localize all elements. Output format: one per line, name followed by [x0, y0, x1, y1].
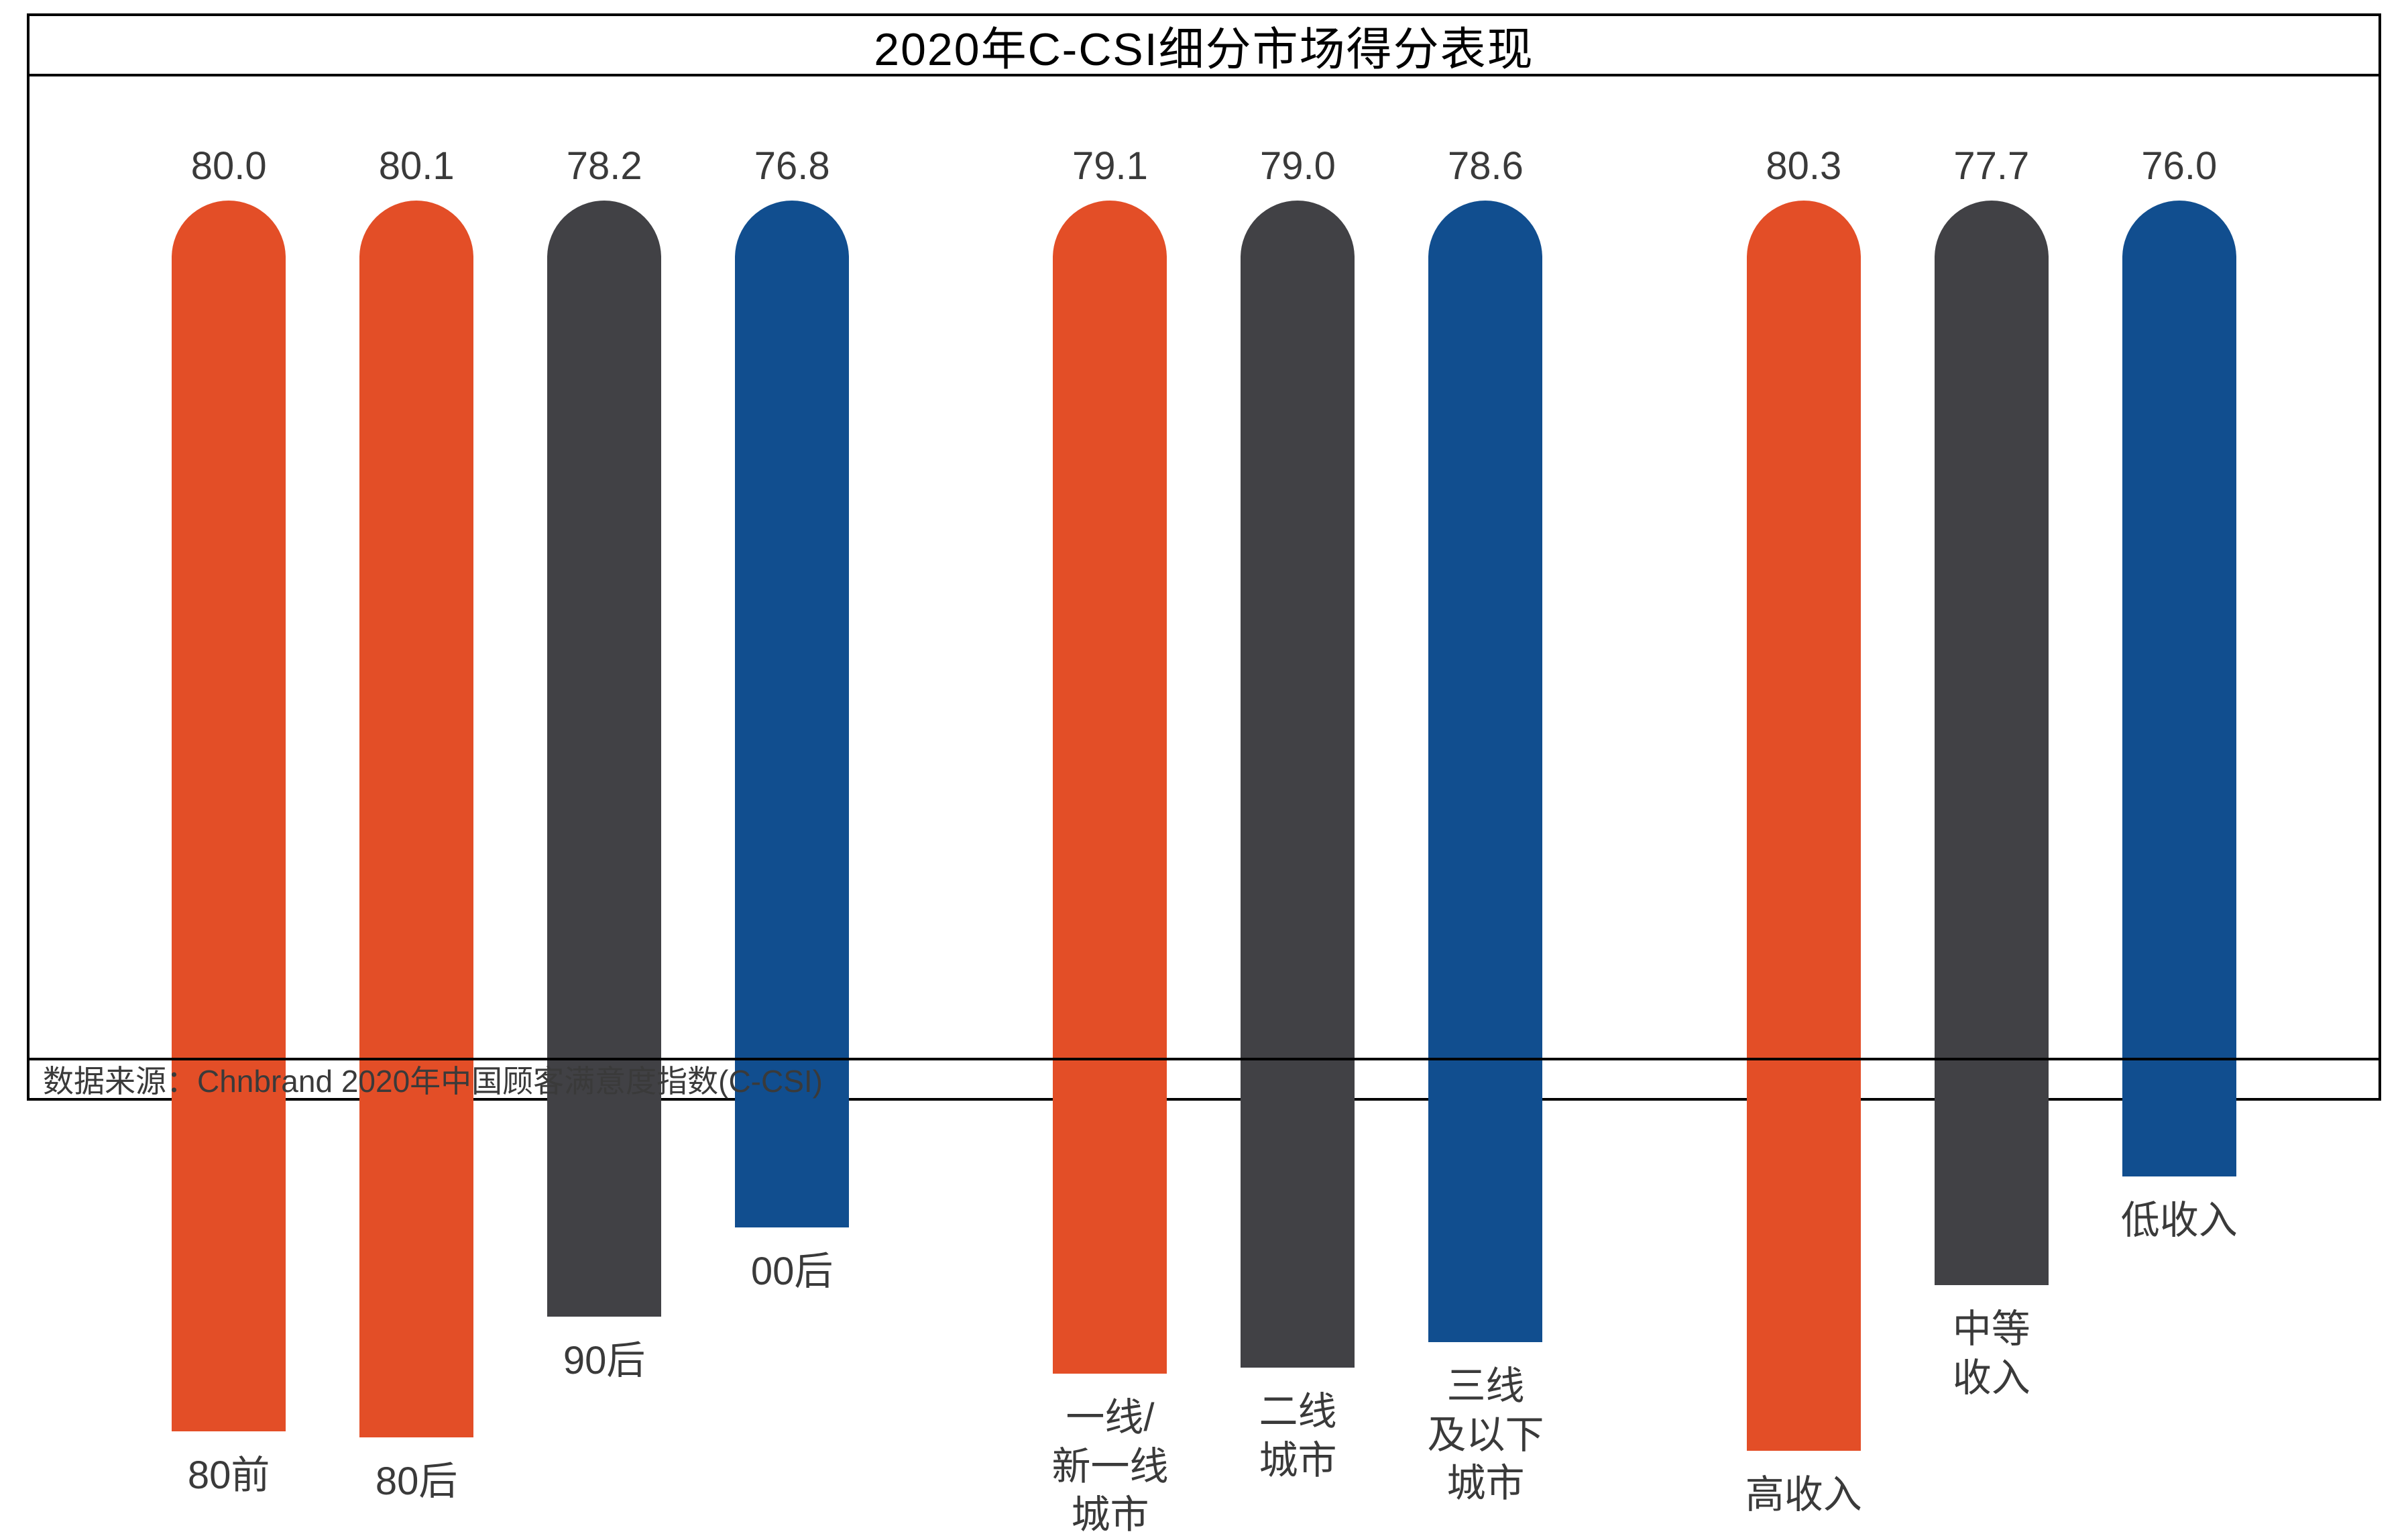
bar-mid-income: 77.7 中等 收入 [1918, 144, 2065, 1402]
bar-tier3: 78.6 三线 及以下 城市 [1412, 144, 1559, 1508]
bar-high-income: 80.3 高收入 [1730, 144, 1878, 1520]
title-bar: 2020年C-CSI细分市场得分表现 [30, 16, 2378, 76]
bar-tier1: 79.1 一线/ 新一线 城市 [1036, 144, 1184, 1540]
group-income: 80.3 高收入 77.7 中等 收入 76.0 低收入 [1730, 76, 2253, 1520]
bar-value: 79.0 [1260, 144, 1336, 188]
bar-column [1053, 201, 1167, 1374]
bar-value: 76.8 [754, 144, 830, 188]
chart-area: 80.0 80前 80.1 80后 78.2 90后 76.8 00后 [30, 76, 2378, 1059]
bar-90post: 78.2 90后 [530, 144, 678, 1386]
bar-00post: 76.8 00后 [718, 144, 866, 1297]
bar-label: 二线 城市 [1259, 1388, 1336, 1485]
bar-80post: 80.1 80后 [343, 144, 490, 1506]
bar-label: 三线 及以下 城市 [1427, 1362, 1544, 1508]
bar-value: 78.6 [1448, 144, 1524, 188]
bar-value: 80.0 [191, 144, 267, 188]
bar-value: 78.2 [567, 144, 642, 188]
bar-column [2122, 201, 2236, 1176]
bar-column [547, 201, 661, 1317]
footer-text: 数据来源：Chnbrand 2020年中国顾客满意度指数(C-CSI) [43, 1057, 823, 1101]
group-city: 79.1 一线/ 新一线 城市 79.0 二线 城市 78.6 三线 及以下 城… [1036, 76, 1559, 1540]
bar-label: 90后 [563, 1337, 646, 1386]
bar-column [1935, 201, 2049, 1285]
bar-label: 80后 [376, 1458, 458, 1506]
bar-value: 80.1 [379, 144, 455, 188]
bar-value: 76.0 [2141, 144, 2217, 188]
bar-value: 79.1 [1072, 144, 1148, 188]
bar-label: 80前 [188, 1451, 270, 1500]
chart-frame: 2020年C-CSI细分市场得分表现 80.0 80前 80.1 80后 78.… [27, 13, 2381, 1101]
bar-tier2: 79.0 二线 城市 [1224, 144, 1371, 1485]
group-age: 80.0 80前 80.1 80后 78.2 90后 76.8 00后 [155, 76, 866, 1506]
bar-label: 中等 收入 [1953, 1305, 2030, 1402]
bar-label: 00后 [751, 1248, 834, 1297]
chart-title: 2020年C-CSI细分市场得分表现 [874, 12, 1534, 78]
footer-bar: 数据来源：Chnbrand 2020年中国顾客满意度指数(C-CSI) [30, 1058, 2378, 1098]
bar-label: 低收入 [2121, 1197, 2238, 1246]
bar-label: 一线/ 新一线 城市 [1051, 1394, 1168, 1540]
bar-80pre: 80.0 80前 [155, 144, 302, 1500]
bar-column [1241, 201, 1355, 1368]
bar-column [172, 201, 286, 1431]
bar-value: 80.3 [1766, 144, 1841, 188]
bar-column [359, 201, 473, 1437]
bar-column [1428, 201, 1542, 1342]
bar-value: 77.7 [1953, 144, 2029, 188]
bar-column [1747, 201, 1861, 1451]
bar-label: 高收入 [1745, 1471, 1862, 1520]
